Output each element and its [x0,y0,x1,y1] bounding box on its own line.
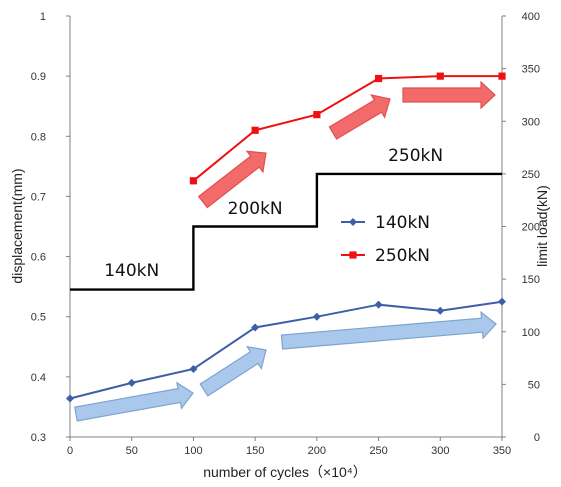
y-right-tick-label: 100 [522,327,540,339]
y-axis-left-title: displacement(mm) [9,168,25,283]
load-step-polyline [70,172,502,291]
data-point [313,111,321,119]
x-tick-label: 200 [308,445,326,457]
y-left-tick-label: 0.6 [31,252,46,264]
data-point [251,323,260,332]
legend-label: 140kN [375,213,430,233]
data-point [127,378,136,387]
data-point [498,72,506,80]
data-point [498,297,506,306]
x-axis-title: number of cycles（×10⁴） [203,464,367,480]
red-trend-arrow [328,94,391,140]
data-series [66,72,506,403]
data-point [374,74,383,83]
x-tick-label: 0 [67,445,73,457]
x-tick-label: 250 [369,445,387,457]
series-140kN [66,297,506,403]
series-line [192,75,502,182]
data-point [374,300,383,309]
y-left-tick-label: 0.5 [31,312,46,324]
x-tick-label: 300 [431,445,449,457]
y-left-tick-label: 0.4 [31,372,46,384]
y-left-tick-label: 0.9 [31,71,46,83]
y-right-tick-label: 150 [522,274,540,286]
y-right-tick-label: 400 [522,11,540,23]
y-left-tick-label: 0.7 [31,191,46,203]
data-point [189,177,198,185]
step-label: 250kN [388,146,443,166]
y-right-tick-label: 50 [528,379,540,391]
data-point [436,72,444,80]
blue-trend-arrow [199,345,267,397]
data-point [189,365,198,374]
y-left-tick-label: 0.3 [31,432,46,444]
y-right-tick-label: 350 [522,64,540,76]
y-right-tick-label: 250 [522,169,540,181]
trend-arrows [74,80,497,422]
y-left-tick-label: 0.8 [31,131,46,143]
y-right-tick-label: 300 [522,116,540,128]
red-trend-arrow [402,80,496,110]
x-tick-label: 50 [126,445,138,457]
data-point [251,126,259,134]
x-tick-label: 150 [246,445,264,457]
blue-trend-arrow [74,381,194,422]
axes: 0 50 100 150 200 250 300 3500.30.40.50.60.70.80… [31,11,540,457]
data-point [436,306,445,315]
legend: 140kN 250kN [341,213,430,266]
load-step-line [70,172,502,291]
step-labels: 140kN 200kN 250kN [104,146,443,281]
series-line [69,300,503,400]
data-point [66,394,74,403]
legend-marker [349,218,357,226]
x-tick-label: 350 [493,445,511,457]
y-right-tick-label: 200 [522,222,540,234]
legend-label: 250kN [375,246,430,266]
y-left-tick-label: 1 [40,11,46,23]
step-label: 200kN [228,199,283,219]
x-tick-label: 100 [184,445,202,457]
data-point [312,312,321,321]
series-250kN [189,72,506,185]
blue-trend-arrow [280,310,497,350]
y-axis-right-title: limit load(kN) [534,185,550,267]
legend-marker [349,251,357,259]
step-label: 140kN [104,261,159,281]
y-right-tick-label: 0 [534,432,540,444]
red-trend-arrow [197,150,267,209]
